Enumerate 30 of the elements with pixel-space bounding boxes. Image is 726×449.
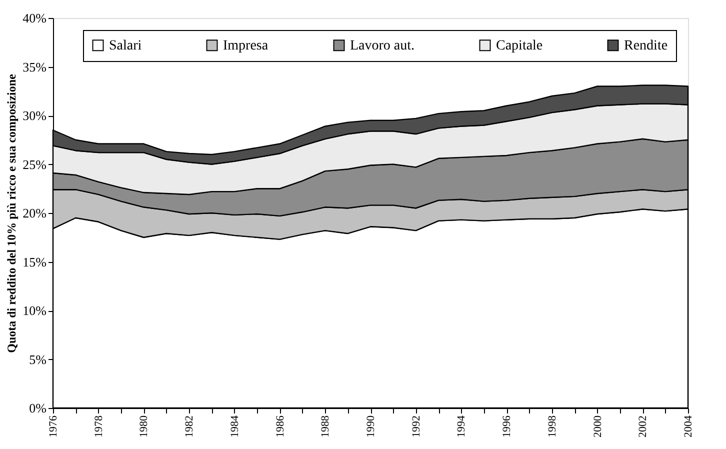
x-tick-label: 1976 bbox=[48, 415, 60, 438]
legend-label: Lavoro aut. bbox=[350, 38, 415, 54]
legend-label: Impresa bbox=[223, 38, 269, 54]
legend-label: Rendite bbox=[624, 38, 668, 54]
legend-label: Salari bbox=[109, 38, 142, 54]
x-tick-label: 2002 bbox=[637, 416, 650, 438]
x-tick-label: 1992 bbox=[410, 416, 422, 438]
y-tick-label: 0% bbox=[29, 400, 47, 416]
x-tick-label: 2004 bbox=[682, 415, 694, 438]
legend-label: Capitale bbox=[496, 38, 543, 54]
x-tick-label: 1998 bbox=[546, 415, 558, 438]
x-tick-label: 1984 bbox=[228, 415, 241, 438]
y-axis-title: Quota di reddito del 10% più ricco e sua composizione bbox=[4, 73, 19, 353]
x-tick-label: 1978 bbox=[92, 415, 105, 438]
x-tick-label: 1990 bbox=[365, 415, 377, 438]
x-tick-label: 2000 bbox=[592, 415, 604, 438]
x-tick-label: 1994 bbox=[456, 415, 468, 438]
y-tick-label: 35% bbox=[22, 59, 47, 74]
x-tick-label: 1986 bbox=[274, 415, 286, 438]
y-tick-label: 10% bbox=[22, 303, 47, 318]
y-tick-label: 20% bbox=[22, 206, 47, 220]
x-tick-label: 1982 bbox=[184, 416, 196, 438]
y-tick-label: 5% bbox=[29, 352, 47, 367]
y-tick-label: 40% bbox=[22, 10, 47, 26]
y-tick-label: 25% bbox=[22, 156, 47, 172]
y-tick-label: 15% bbox=[22, 254, 47, 270]
x-tick-label: 1996 bbox=[501, 415, 514, 438]
x-tick-label: 1988 bbox=[320, 415, 332, 438]
y-tick-label: 30% bbox=[22, 108, 47, 123]
x-tick-label: 1980 bbox=[138, 415, 150, 438]
